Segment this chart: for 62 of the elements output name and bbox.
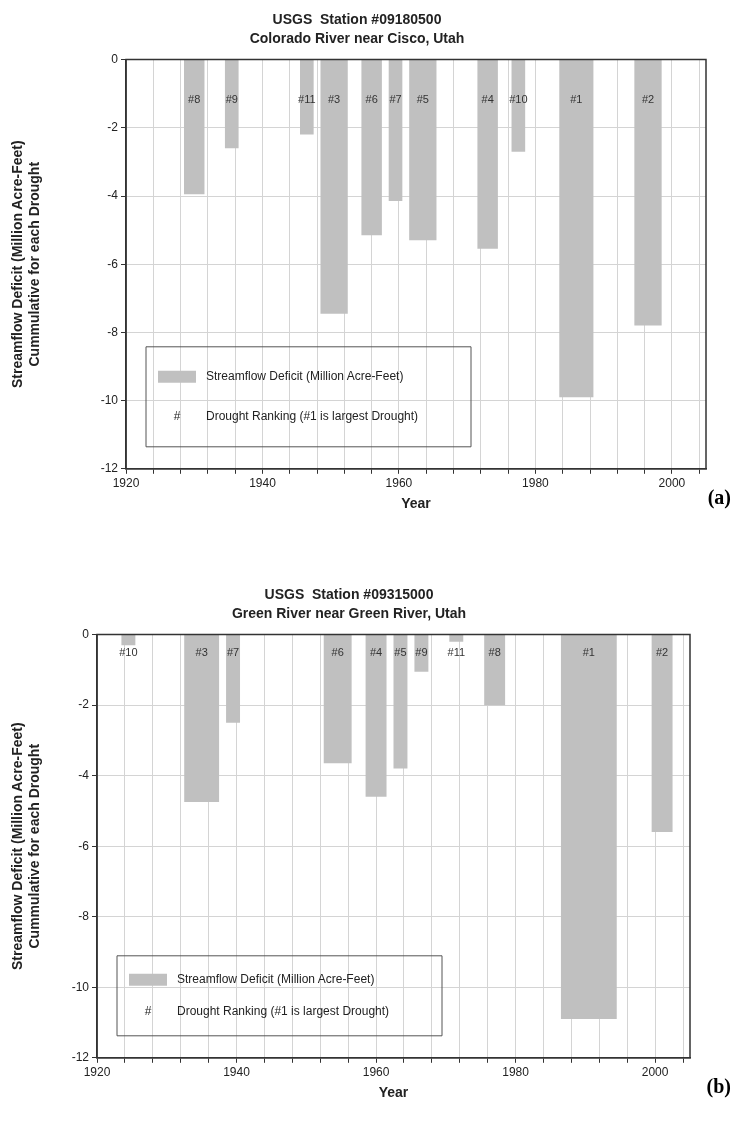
chart-title: USGS Station #09315000: [264, 586, 434, 603]
annotation: #: [144, 1004, 152, 1019]
x-tick-label: 1980: [502, 1065, 530, 1080]
annotation: #3: [327, 92, 341, 105]
annotation: #10: [119, 645, 138, 658]
annotation: #10: [509, 92, 528, 105]
y-tick-label: -6: [107, 256, 119, 271]
annotation: Drought Ranking (#1 is largest Drought): [206, 409, 419, 424]
annotation: #5: [394, 645, 407, 658]
annotation: #6: [365, 92, 378, 105]
annotation: #: [173, 409, 181, 424]
x-tick-label: 1960: [385, 476, 413, 491]
y-tick-label: -8: [107, 324, 119, 339]
y-tick-label: -2: [107, 120, 119, 135]
chart-title: USGS Station #09180500: [272, 11, 442, 28]
x-axis-title: Year: [378, 1084, 409, 1101]
text: (a): [707, 485, 731, 509]
y-tick-label: -2: [78, 697, 90, 712]
annotation: #6: [331, 645, 344, 658]
annotation: #9: [415, 645, 428, 658]
annotation: #11: [298, 92, 316, 105]
x-tick-label: 2000: [641, 1065, 669, 1080]
y-tick-label: -10: [71, 979, 90, 994]
y-tick-label: -8: [78, 909, 90, 924]
y-tick-label: 0: [111, 51, 119, 66]
y-tick-label: -10: [100, 392, 119, 407]
annotation: #7: [226, 645, 240, 658]
annotation: #11: [447, 645, 466, 658]
legend-label: Streamflow Deficit (Million Acre-Feet): [177, 972, 375, 987]
x-axis-title: Year: [401, 495, 432, 512]
x-tick-label: 1980: [522, 476, 550, 491]
y-tick-label: -6: [78, 838, 90, 853]
annotation: #5: [416, 92, 429, 105]
annotation: #3: [195, 645, 208, 658]
x-tick-label: 1920: [83, 1065, 111, 1080]
annotation: #2: [655, 645, 669, 658]
annotation: #1: [582, 645, 595, 658]
legend-label: Streamflow Deficit (Million Acre-Feet): [206, 369, 404, 384]
annotation: #8: [188, 92, 201, 105]
annotation: #2: [641, 92, 655, 105]
y-tick-label: -4: [107, 188, 119, 203]
y-tick-label: -4: [78, 767, 90, 782]
annotation: #8: [488, 645, 501, 658]
annotation: Drought Ranking (#1 is largest Drought): [177, 1004, 390, 1019]
annotation: #4: [369, 645, 383, 658]
y-tick-label: -12: [100, 461, 119, 476]
annotation: #1: [570, 92, 583, 105]
y-axis-title: Streamflow Deficit (Million Acre-Feet) Cummulative for each Drought: [9, 722, 43, 971]
text: (b): [706, 1074, 731, 1098]
y-axis-title: Streamflow Deficit (Million Acre-Feet) Cummulative for each Drought: [9, 140, 43, 389]
x-tick-label: 1960: [362, 1065, 390, 1080]
annotation: #4: [481, 92, 494, 105]
x-tick-label: 1920: [112, 476, 140, 491]
y-tick-label: 0: [82, 626, 90, 641]
chart-subtitle: Colorado River near Cisco, Utah: [249, 30, 465, 47]
x-tick-label: 2000: [658, 476, 686, 491]
x-tick-label: 1940: [249, 476, 277, 491]
chart-subtitle: Green River near Green River, Utah: [231, 605, 467, 622]
annotation: #9: [225, 92, 238, 105]
annotation: #7: [389, 92, 402, 105]
x-tick-label: 1940: [223, 1065, 251, 1080]
y-tick-label: -12: [71, 1050, 90, 1065]
